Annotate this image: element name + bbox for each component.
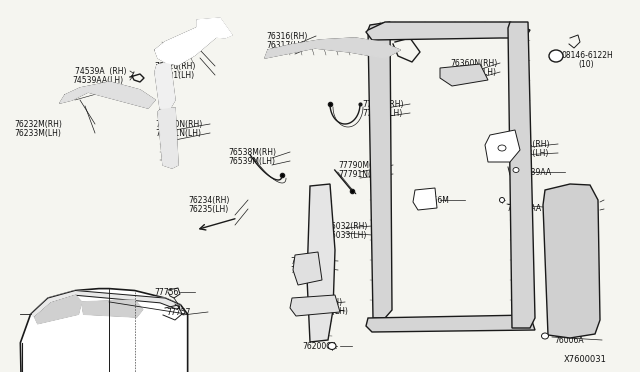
Text: (10): (10) bbox=[578, 60, 594, 69]
Text: 76539M(LH): 76539M(LH) bbox=[228, 157, 275, 166]
Text: 76538M(RH): 76538M(RH) bbox=[228, 148, 276, 157]
Ellipse shape bbox=[498, 145, 506, 151]
Text: 77790(RH): 77790(RH) bbox=[362, 100, 403, 109]
Polygon shape bbox=[508, 22, 535, 328]
Polygon shape bbox=[155, 20, 225, 65]
Text: 76290  (RH): 76290 (RH) bbox=[296, 298, 342, 307]
Text: 76317(LH): 76317(LH) bbox=[266, 41, 307, 50]
Polygon shape bbox=[197, 18, 232, 38]
Text: 76234(RH): 76234(RH) bbox=[188, 196, 229, 205]
Text: 77790M(RH): 77790M(RH) bbox=[338, 161, 386, 170]
Polygon shape bbox=[20, 289, 188, 372]
Text: 76414(RH): 76414(RH) bbox=[290, 257, 332, 266]
Text: 76233M(LH): 76233M(LH) bbox=[14, 129, 61, 138]
Text: 76415(LH): 76415(LH) bbox=[290, 266, 330, 275]
Text: 77791N(LH): 77791N(LH) bbox=[338, 170, 384, 179]
Text: 76032(RH): 76032(RH) bbox=[326, 222, 367, 231]
Polygon shape bbox=[485, 130, 520, 162]
Text: 74539AA(LH): 74539AA(LH) bbox=[72, 76, 123, 85]
Ellipse shape bbox=[513, 167, 519, 173]
Text: 76006AA: 76006AA bbox=[506, 204, 541, 213]
Text: 77756: 77756 bbox=[154, 288, 179, 297]
Polygon shape bbox=[290, 295, 340, 316]
Text: 76321(LH): 76321(LH) bbox=[154, 71, 194, 80]
Polygon shape bbox=[413, 188, 437, 210]
Polygon shape bbox=[81, 300, 143, 317]
Polygon shape bbox=[60, 82, 155, 108]
Polygon shape bbox=[440, 64, 488, 86]
Text: 76531N(LH): 76531N(LH) bbox=[155, 129, 201, 138]
Text: 76361N(LH): 76361N(LH) bbox=[450, 68, 496, 77]
Text: 76316(RH): 76316(RH) bbox=[266, 32, 307, 41]
Text: 76530N(RH): 76530N(RH) bbox=[155, 120, 202, 129]
Text: 76410(RH): 76410(RH) bbox=[554, 196, 595, 205]
Text: 74539A  (RH): 74539A (RH) bbox=[75, 67, 127, 76]
Ellipse shape bbox=[549, 50, 563, 62]
Ellipse shape bbox=[499, 198, 504, 202]
Text: 74539AA: 74539AA bbox=[516, 168, 551, 177]
Text: 76290+A(LH): 76290+A(LH) bbox=[296, 307, 348, 316]
Polygon shape bbox=[158, 108, 178, 168]
Polygon shape bbox=[35, 295, 81, 324]
Ellipse shape bbox=[328, 343, 336, 350]
Text: 76360N(RH): 76360N(RH) bbox=[450, 59, 497, 68]
Text: 76200CA: 76200CA bbox=[302, 342, 337, 351]
Text: 76544(RH): 76544(RH) bbox=[508, 140, 550, 149]
Text: 76232M(RH): 76232M(RH) bbox=[14, 120, 62, 129]
Text: 76006A: 76006A bbox=[554, 336, 584, 345]
Text: 76543(LH): 76543(LH) bbox=[508, 149, 548, 158]
Polygon shape bbox=[366, 315, 535, 332]
Text: 77791(LH): 77791(LH) bbox=[362, 109, 403, 118]
Text: 08146-6122H: 08146-6122H bbox=[562, 51, 614, 60]
Text: 76256M: 76256M bbox=[418, 196, 449, 205]
Polygon shape bbox=[366, 22, 530, 40]
Ellipse shape bbox=[541, 333, 548, 339]
Polygon shape bbox=[368, 22, 392, 318]
Polygon shape bbox=[307, 184, 335, 342]
Polygon shape bbox=[155, 62, 175, 112]
Text: X7600031: X7600031 bbox=[564, 355, 607, 364]
Text: 76320(RH): 76320(RH) bbox=[154, 62, 195, 71]
Text: 76411(LH): 76411(LH) bbox=[554, 205, 594, 214]
Polygon shape bbox=[31, 291, 180, 317]
Text: 77757: 77757 bbox=[166, 308, 190, 317]
Polygon shape bbox=[293, 252, 322, 285]
Polygon shape bbox=[265, 38, 400, 58]
Text: 76033(LH): 76033(LH) bbox=[326, 231, 366, 240]
Polygon shape bbox=[543, 184, 600, 338]
Text: 76235(LH): 76235(LH) bbox=[188, 205, 228, 214]
